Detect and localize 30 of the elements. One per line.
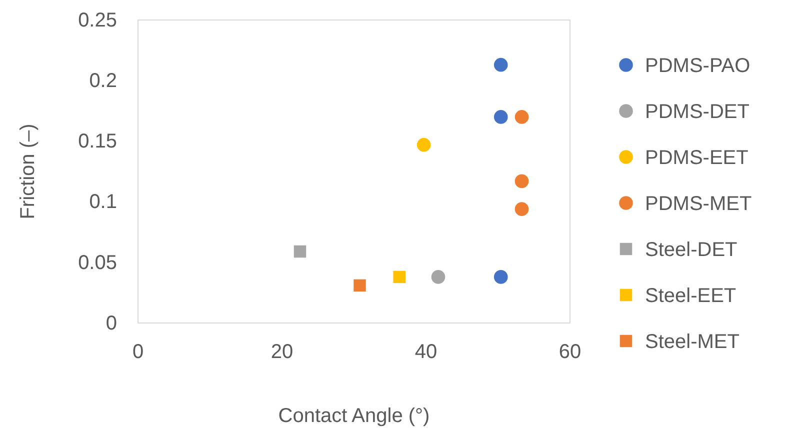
point <box>431 270 446 284</box>
y-tick-label: 0.25 <box>78 9 117 32</box>
legend-label: PDMS-DET <box>645 101 750 123</box>
y-tick-label: 0.1 <box>89 191 117 214</box>
point <box>354 279 366 292</box>
legend-label: Steel-DET <box>645 239 738 261</box>
legend-label: PDMS-EET <box>645 147 748 169</box>
point <box>494 270 508 284</box>
x-tick-label: 20 <box>270 341 294 363</box>
legend-label: Steel-MET <box>645 331 740 353</box>
x-tick-label: 40 <box>414 341 438 363</box>
point <box>294 245 306 258</box>
y-tick-label: 0.15 <box>78 130 117 153</box>
y-axis-title: Friction (–) <box>17 124 39 220</box>
point <box>416 138 431 152</box>
y-tick-label: 0 <box>106 312 117 334</box>
legend-label: PDMS-MET <box>645 193 752 215</box>
point <box>514 110 529 124</box>
y-tick-label: 0.2 <box>89 70 117 92</box>
y-tick-label: 0.05 <box>78 252 117 274</box>
legend-label: PDMS-PAO <box>645 55 750 77</box>
legend-label: Steel-EET <box>645 285 736 307</box>
point <box>514 174 529 188</box>
point <box>514 202 529 216</box>
point <box>393 270 406 284</box>
x-tick-label: 0 <box>132 341 144 363</box>
x-axis-title: Contact Angle (°) <box>278 405 430 427</box>
point <box>494 58 508 72</box>
point <box>494 110 508 124</box>
x-tick-label: 60 <box>558 341 582 363</box>
